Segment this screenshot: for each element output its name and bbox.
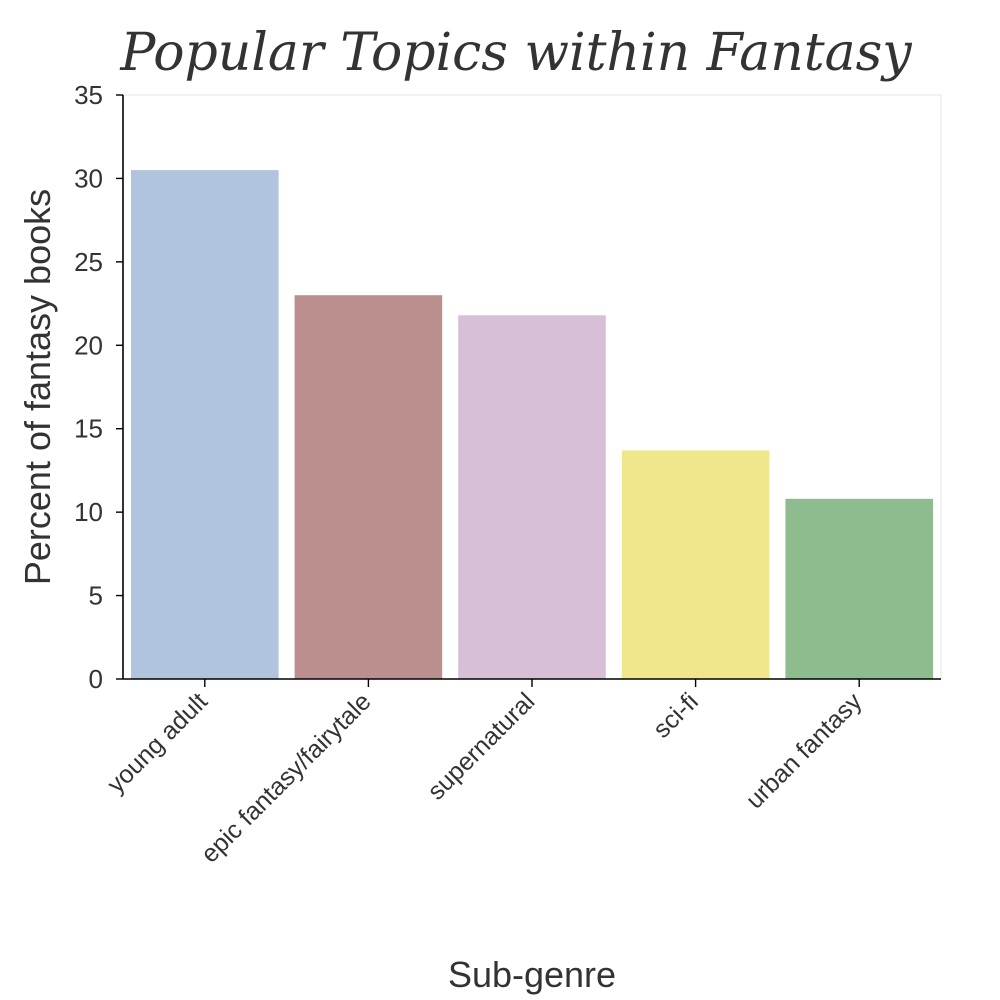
x-tick-label: urban fantasy — [741, 687, 868, 814]
bars-layer — [131, 170, 933, 679]
y-tick-label: 20 — [74, 330, 103, 360]
bar-epic-fantasy-fairytale — [294, 295, 443, 679]
x-tick-label: young adult — [102, 687, 213, 798]
y-tick-label: 30 — [74, 163, 103, 193]
x-axis-label: Sub-genre — [448, 954, 616, 995]
y-tick-label: 15 — [74, 414, 103, 444]
y-tick-label: 35 — [74, 80, 103, 110]
bar-young-adult — [131, 170, 279, 679]
y-tick-label: 5 — [89, 581, 103, 611]
x-tick-label: supernatural — [422, 687, 540, 805]
bar-sci-fi — [621, 450, 770, 679]
y-axis: 0 5 10 15 20 25 30 35 — [74, 80, 124, 694]
bar-supernatural — [458, 315, 606, 679]
x-tick-label: sci-fi — [648, 687, 704, 743]
y-tick-label: 10 — [74, 497, 103, 527]
y-axis-label: Percent of fantasy books — [17, 189, 58, 585]
bar-urban-fantasy — [785, 498, 933, 679]
x-tick-label: epic fantasy/fairytale — [196, 687, 377, 868]
chart-title: Popular Topics within Fantasy — [119, 23, 912, 83]
y-tick-label: 25 — [74, 247, 103, 277]
y-tick-label: 0 — [89, 664, 103, 694]
